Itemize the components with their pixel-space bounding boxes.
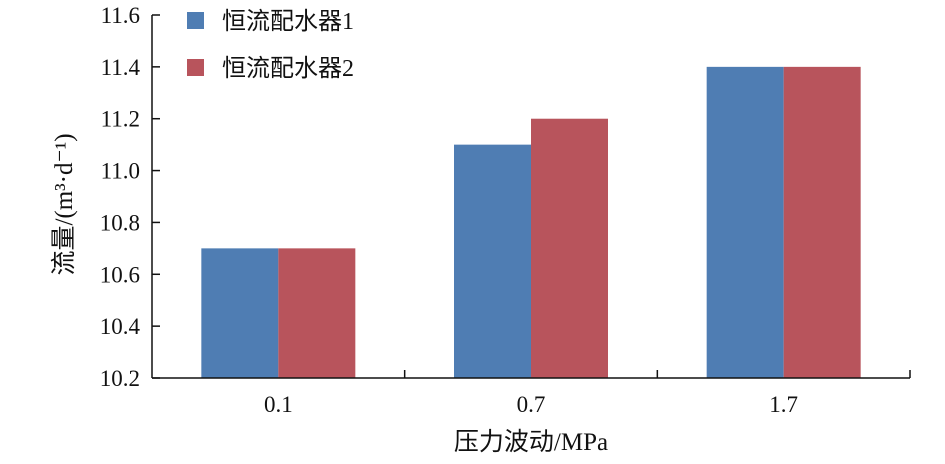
x-ticks-group: 0.1 0.7 1.7 <box>264 370 911 417</box>
y-ticks-group: 10.2 10.4 10.6 10.8 11.0 11.2 11.4 11.6 <box>100 3 160 391</box>
legend-swatch <box>187 59 204 76</box>
bar-series2-1.7 <box>783 66 861 378</box>
y-tick-label: 10.2 <box>100 366 140 391</box>
x-axis-label: 压力波动/MPa <box>454 428 608 456</box>
axes-group <box>151 15 910 379</box>
bar-series2-0.7 <box>531 118 608 378</box>
x-category-label: 0.1 <box>264 392 293 417</box>
legend: 恒流配水器1 恒流配水器2 <box>187 8 354 82</box>
y-tick-label: 11.6 <box>101 3 140 28</box>
bar-series1-1.7 <box>706 66 784 378</box>
x-category-label: 0.7 <box>517 392 546 417</box>
y-tick-label: 11.4 <box>101 55 141 80</box>
bar-series1-0.1 <box>201 248 279 378</box>
y-axis-label: 流量/(m³·d⁻¹) <box>50 133 78 275</box>
bar-series2-0.1 <box>278 248 356 378</box>
bars-group <box>201 66 861 378</box>
y-tick-label: 10.8 <box>100 210 140 235</box>
y-tick-label: 11.0 <box>101 159 140 184</box>
bar-series1-0.7 <box>454 144 531 378</box>
legend-label: 恒流配水器1 <box>222 8 354 35</box>
x-category-label: 1.7 <box>769 392 798 417</box>
y-tick-label: 10.6 <box>100 262 140 287</box>
y-tick-label: 11.2 <box>101 107 140 132</box>
y-tick-label: 10.4 <box>100 314 141 339</box>
legend-label: 恒流配水器2 <box>222 55 354 82</box>
legend-swatch <box>187 12 204 29</box>
